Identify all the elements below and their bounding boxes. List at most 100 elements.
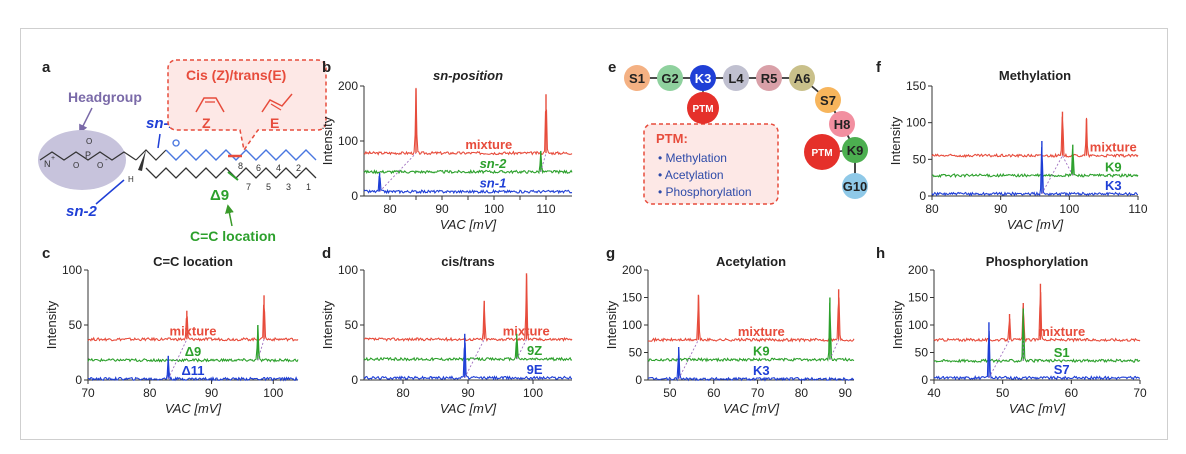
- delta9-label: Δ9: [210, 187, 229, 204]
- isomer-callout: [167, 59, 327, 152]
- atom-n-charge: +: [51, 155, 55, 162]
- carbon-number: 3: [286, 182, 291, 192]
- x-tick-label: 100: [1059, 202, 1079, 216]
- y-tick-label: 100: [908, 318, 928, 332]
- series-label: mixture: [1038, 324, 1085, 339]
- panel-label-c: c: [42, 245, 50, 262]
- y-tick-label: 0: [351, 189, 358, 203]
- series-line: [933, 315, 1141, 364]
- chart-title: cis/trans: [441, 254, 494, 269]
- y-tick-label: 150: [906, 79, 926, 93]
- residue-s7: [815, 87, 841, 113]
- chart-title: C=C location: [153, 254, 233, 269]
- x-tick-label: 80: [143, 386, 157, 400]
- x-tick-label: 90: [461, 386, 475, 400]
- chart-title: Phosphorylation: [986, 254, 1089, 269]
- isomer-title: Cis (Z)/trans(E): [186, 67, 286, 83]
- y-tick-label: 0: [351, 373, 358, 387]
- carbon-number: 6: [256, 163, 261, 173]
- cc-location-arrow: [224, 204, 234, 227]
- x-tick-label: 80: [795, 386, 809, 400]
- y-tick-label: 0: [635, 373, 642, 387]
- y-tick-label: 50: [629, 346, 643, 360]
- y-axis-label: Intensity: [890, 300, 905, 349]
- series-label: Δ11: [181, 363, 204, 378]
- panel-label-b: b: [322, 59, 331, 76]
- x-tick-label: 60: [1065, 386, 1079, 400]
- connector-line: [678, 339, 699, 380]
- series-line: [933, 292, 1141, 343]
- y-tick-label: 50: [913, 152, 927, 166]
- series-label: K9: [753, 344, 770, 359]
- residue-label: G2: [661, 71, 678, 86]
- chart-title: sn-position: [433, 68, 503, 83]
- sn1-arrow: [157, 133, 161, 149]
- series-label: mixture: [738, 324, 785, 339]
- series-line: [363, 87, 573, 156]
- x-tick-label: 90: [994, 202, 1008, 216]
- residue-a6: [789, 65, 815, 91]
- y-axis-label: Intensity: [888, 116, 903, 165]
- y-tick-label: 100: [622, 318, 642, 332]
- connector-line: [1041, 155, 1063, 195]
- z-label: Z: [202, 115, 211, 131]
- connector-line: [464, 339, 485, 379]
- panel-label-h: h: [876, 245, 885, 262]
- ptm-legend-box: [643, 123, 779, 205]
- x-tick-label: 60: [707, 386, 721, 400]
- series-label: S7: [1054, 362, 1070, 377]
- series-line: [647, 302, 855, 363]
- series-label: K9: [1105, 159, 1122, 174]
- x-tick-label: 100: [484, 202, 504, 216]
- connector-line: [988, 339, 1010, 379]
- atom-p: P: [85, 150, 91, 160]
- y-tick-label: 200: [338, 79, 358, 93]
- ptm-legend-title: PTM:: [656, 131, 688, 146]
- panel-label-e: e: [608, 59, 616, 76]
- x-tick-label: 100: [523, 386, 543, 400]
- x-tick-label: 80: [383, 202, 397, 216]
- atom-o-2: O: [86, 137, 92, 146]
- atom-o-1: O: [73, 161, 79, 170]
- series-label: mixture: [170, 323, 217, 338]
- series-line: [931, 148, 1139, 179]
- residue-label: S1: [629, 71, 645, 86]
- series-label: Δ9: [185, 344, 202, 359]
- y-tick-label: 150: [622, 291, 642, 305]
- trans-shape: [261, 93, 293, 113]
- x-axis-label: VAC [mV]: [165, 401, 222, 416]
- series-line: [363, 342, 573, 381]
- headgroup-arrow: [79, 107, 93, 134]
- x-tick-label: 110: [1128, 202, 1147, 216]
- x-tick-label: 70: [751, 386, 765, 400]
- panel-label-a: a: [42, 59, 51, 76]
- series-label: K3: [1105, 178, 1122, 193]
- series-label: mixture: [503, 323, 550, 338]
- residue-k9: [842, 137, 868, 163]
- y-tick-label: 200: [908, 263, 928, 277]
- trans-double-line: [270, 103, 282, 111]
- y-tick-label: 150: [908, 291, 928, 305]
- residue-label: G10: [843, 179, 868, 194]
- panel-label-g: g: [606, 245, 615, 262]
- residue-label: A6: [794, 71, 811, 86]
- x-axis-label: VAC [mV]: [440, 217, 497, 232]
- x-tick-label: 90: [205, 386, 219, 400]
- y-tick-label: 100: [906, 116, 926, 130]
- x-tick-label: 110: [536, 202, 555, 216]
- x-tick-label: 80: [396, 386, 410, 400]
- residue-h8: [829, 111, 855, 137]
- ptm-circle: [687, 92, 719, 124]
- panel-label-f: f: [876, 59, 882, 76]
- series-label: K3: [753, 363, 770, 378]
- series-line: [363, 275, 573, 342]
- residue-r5: [756, 65, 782, 91]
- y-tick-label: 100: [62, 263, 82, 277]
- ptm-legend-item: • Acetylation: [658, 168, 724, 182]
- series-line: [648, 295, 855, 343]
- atom-o-3: O: [97, 161, 103, 170]
- x-axis-label: VAC [mV]: [1007, 217, 1064, 232]
- headgroup-ellipse: [38, 130, 126, 190]
